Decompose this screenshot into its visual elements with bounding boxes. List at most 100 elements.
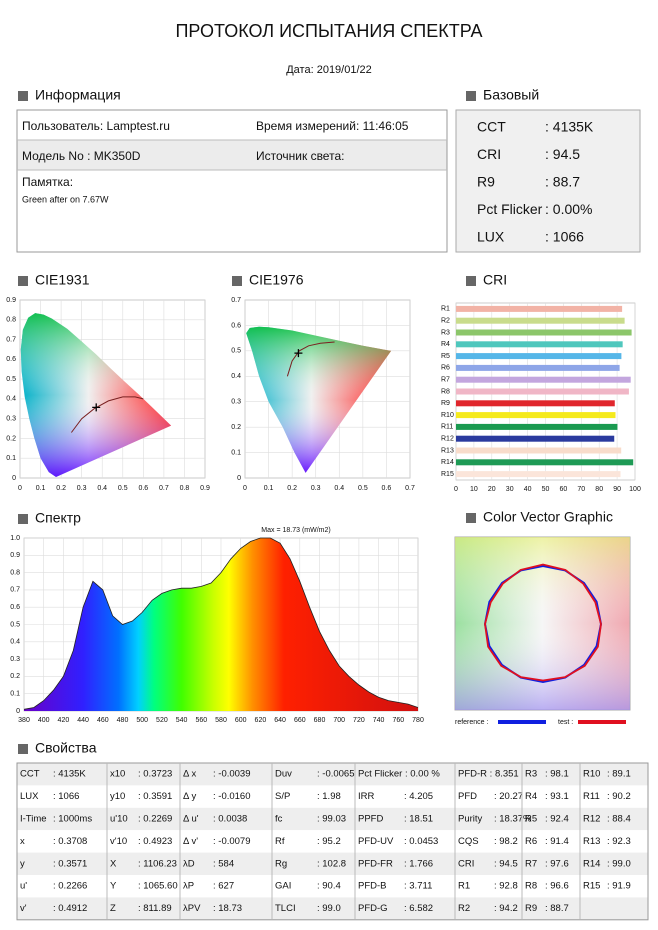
cell-value: : -0.0160 [213, 791, 251, 802]
section-title: Спектр [35, 510, 81, 526]
category-label: R7 [441, 377, 450, 384]
cell-value: : 89.1 [607, 769, 631, 780]
section-title: CIE1976 [249, 272, 304, 288]
x-tick-label: 0.7 [159, 485, 169, 492]
cell-label: PPFD [358, 814, 383, 825]
cell-label: v'10 [110, 836, 127, 847]
section-icon [466, 91, 476, 101]
category-label: R3 [441, 329, 450, 336]
cell-value: : 92.4 [545, 814, 569, 825]
y-tick-label: 0.1 [231, 449, 241, 456]
cell-value: : 1.98 [317, 791, 341, 802]
x-tick-label: 0.2 [287, 485, 297, 492]
cell-value: : 90.2 [607, 791, 631, 802]
memo-label: Памятка: [22, 175, 73, 189]
x-tick-label: 0.7 [405, 485, 415, 492]
basic-label: CCT [477, 119, 506, 135]
title: ПРОТОКОЛ ИСПЫТАНИЯ СПЕКТРА [175, 21, 482, 41]
cell-label: λPV [183, 903, 201, 914]
section-icon [18, 276, 28, 286]
bar [456, 388, 629, 395]
info-box [16, 109, 448, 253]
legend-test: test : [558, 719, 573, 726]
cell-label: Δ y [183, 791, 196, 802]
bar [456, 341, 623, 348]
category-label: R6 [441, 365, 450, 372]
section-title: CRI [483, 272, 507, 288]
x-tick-label: 0.1 [36, 485, 46, 492]
section-icon [466, 276, 476, 286]
x-tick-label: 400 [38, 717, 50, 724]
x-tick-label: 660 [294, 717, 306, 724]
bar [456, 317, 625, 324]
x-tick-label: 0.6 [382, 485, 392, 492]
x-tick-label: 460 [97, 717, 109, 724]
info-time: Время измерений: 11:46:05 [256, 119, 409, 133]
x-tick-label: 720 [353, 717, 365, 724]
y-tick-label: 0.8 [10, 569, 20, 576]
table-row [17, 897, 648, 920]
bar [456, 447, 622, 454]
y-tick-label: 0.5 [231, 348, 241, 355]
y-tick-label: 0.3 [231, 399, 241, 406]
spectrum-area [24, 538, 418, 711]
x-tick-label: 740 [373, 717, 385, 724]
cell-value: : 99.03 [317, 814, 346, 825]
category-label: R15 [441, 471, 454, 478]
cell-value: : 0.3591 [138, 791, 172, 802]
section-icon [232, 276, 242, 286]
cell-label: Δ x [183, 769, 196, 780]
cell-label: λP [183, 881, 194, 892]
x-tick-label: 0.5 [118, 485, 128, 492]
y-tick-label: 0.3 [10, 656, 20, 663]
cell-label: R12 [583, 814, 600, 825]
cell-label: CCT [20, 769, 40, 780]
cell-label: y10 [110, 791, 125, 802]
cell-label: u'10 [110, 814, 128, 825]
cell-value: : 1.766 [404, 858, 433, 869]
x-tick-label: 500 [136, 717, 148, 724]
cell-value: : 4.205 [404, 791, 433, 802]
cell-label: Rg [275, 858, 287, 869]
x-tick-label: 600 [235, 717, 247, 724]
y-tick-label: 0.6 [10, 604, 20, 611]
table-row [17, 830, 648, 853]
cell-label: R6 [525, 836, 537, 847]
table-row [17, 763, 648, 786]
bar [456, 412, 616, 419]
x-tick-label: 0 [243, 485, 247, 492]
cell-value: : 99.0 [607, 858, 631, 869]
x-tick-label: 20 [488, 486, 496, 493]
section-icon [18, 514, 28, 524]
x-tick-label: 100 [629, 486, 641, 493]
cell-label: R10 [583, 769, 600, 780]
cell-label: Duv [275, 769, 292, 780]
cell-value: : 4135K [53, 769, 86, 780]
cell-value: : 95.2 [317, 836, 341, 847]
x-tick-label: 440 [77, 717, 89, 724]
y-tick-label: 0.1 [6, 455, 16, 462]
test-polygon [484, 563, 602, 682]
x-tick-label: 70 [577, 486, 585, 493]
cell-value: : 90.4 [317, 881, 341, 892]
x-tick-label: 0 [454, 486, 458, 493]
y-tick-label: 0.4 [231, 373, 241, 380]
bar [456, 400, 615, 407]
y-tick-label: 0 [12, 475, 16, 482]
cell-value: : 3.711 [404, 881, 432, 892]
basic-label: LUX [477, 229, 505, 245]
cell-value: : 91.4 [545, 836, 569, 847]
date: Дата: 2019/01/22 [286, 64, 372, 76]
basic-label: R9 [477, 174, 495, 190]
y-tick-label: 0.6 [231, 322, 241, 329]
basic-label: Pct Flicker [477, 201, 543, 217]
cell-label: λD [183, 858, 195, 869]
x-tick-label: 760 [392, 717, 404, 724]
cell-label: CRI [458, 858, 474, 869]
cell-value: : 88.4 [607, 814, 631, 825]
cell-label: GAI [275, 881, 291, 892]
cell-value: : 1106.23 [138, 858, 177, 869]
x-tick-label: 30 [506, 486, 514, 493]
marker [92, 403, 101, 412]
